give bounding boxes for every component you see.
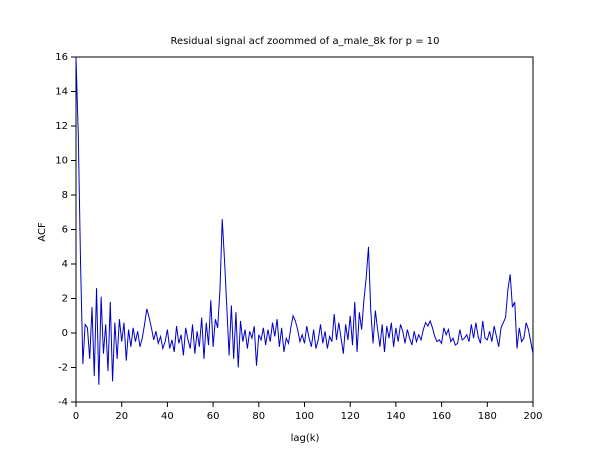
x-tick-label: 160: [432, 411, 451, 422]
x-tick-label: 140: [386, 411, 405, 422]
x-axis-label: lag(k): [291, 433, 320, 444]
y-tick-label: -4: [58, 397, 68, 408]
y-tick-label: 10: [55, 156, 68, 167]
x-tick-label: 40: [161, 411, 174, 422]
y-tick-label: 2: [62, 294, 68, 305]
x-tick-label: 180: [478, 411, 497, 422]
x-tick-label: 0: [73, 411, 79, 422]
acf-line: [75, 56, 534, 385]
x-tick-label: 20: [115, 411, 128, 422]
x-tick-label: 200: [523, 411, 542, 422]
y-tick-label: 14: [55, 87, 68, 98]
x-tick-label: 100: [295, 411, 314, 422]
y-tick-label: 6: [62, 225, 68, 236]
y-tick-label: 8: [62, 190, 68, 201]
chart-title: Residual signal acf zoommed of a_male_8k…: [171, 36, 440, 47]
y-tick-label: 16: [55, 52, 68, 63]
y-tick-label: 0: [62, 328, 68, 339]
y-tick-label: -2: [58, 363, 68, 374]
x-tick-label: 80: [252, 411, 265, 422]
x-tick-label: 120: [341, 411, 360, 422]
y-axis-label: ACF: [37, 222, 48, 242]
plot-frame: [75, 56, 534, 403]
y-tick-label: 12: [55, 121, 68, 132]
x-tick-label: 60: [207, 411, 220, 422]
y-tick-label: 4: [62, 259, 68, 270]
